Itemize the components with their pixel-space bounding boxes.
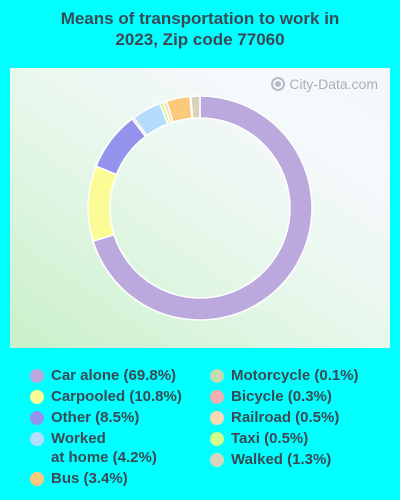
donut-slice-0 [92,95,313,321]
watermark: City-Data.com [271,76,378,92]
legend-item: Bicycle (0.3%) [210,387,332,406]
legend-swatch [210,369,224,383]
legend-label-line1: Railroad (0.5%) [231,409,340,426]
chart-legend: Car alone (69.8%) Carpooled (10.8%) Other … [0,364,400,494]
legend-label-line1: Other (8.5%) [51,409,140,426]
legend-label: Walked (1.3%) [231,450,331,469]
legend-label-line1: Bus (3.4%) [51,470,128,487]
legend-label: Railroad (0.5%) [231,408,339,427]
legend-swatch [30,411,44,425]
legend-label: Motorcycle (0.1%) [231,366,359,385]
legend-swatch [210,453,224,467]
legend-label: Other (8.5%) [51,408,139,427]
chart-title-line2: 2023, Zip code 77060 [115,30,285,49]
legend-label: Car alone (69.8%) [51,366,176,385]
legend-label-line2: at home (4.2%) [51,449,157,466]
legend-label: Taxi (0.5%) [231,429,308,448]
chart-panel: City-Data.com [10,68,390,348]
chart-title: Means of transportation to work in 2023,… [0,8,400,50]
legend-label-line1: Bicycle (0.3%) [231,388,332,405]
legend-swatch [210,411,224,425]
legend-item: Worked at home (4.2%) [30,429,157,467]
legend-item: Walked (1.3%) [210,450,331,469]
chart-title-line1: Means of transportation to work in [60,9,340,28]
legend-item: Railroad (0.5%) [210,408,339,427]
legend-label-line1: Walked (1.3%) [231,451,332,468]
legend-label-line1: Motorcycle (0.1%) [231,367,359,384]
legend-item: Car alone (69.8%) [30,366,176,385]
legend-swatch [210,432,224,446]
legend-swatch [210,390,224,404]
legend-label: Carpooled (10.8%) [51,387,182,406]
donut-slice-9 [189,95,201,120]
legend-item: Motorcycle (0.1%) [210,366,359,385]
legend-label: Bus (3.4%) [51,469,128,488]
legend-label-line1: Car alone (69.8%) [51,367,177,384]
legend-item: Carpooled (10.8%) [30,387,182,406]
donut-slice-1 [87,165,118,243]
legend-item: Bus (3.4%) [30,469,128,488]
legend-swatch [30,369,44,383]
legend-label-line1: Worked [51,430,106,447]
city-data-logo-icon [271,77,286,91]
legend-label: Bicycle (0.3%) [231,387,332,406]
legend-label-line1: Carpooled (10.8%) [51,388,182,405]
legend-label: Worked at home (4.2%) [51,429,157,467]
legend-swatch [30,432,44,446]
watermark-text: City-Data.com [289,76,378,92]
legend-swatch [30,390,44,404]
donut-chart [87,95,313,321]
legend-swatch [30,472,44,486]
legend-item: Other (8.5%) [30,408,139,427]
legend-item: Taxi (0.5%) [210,429,308,448]
legend-label-line1: Taxi (0.5%) [231,430,309,447]
